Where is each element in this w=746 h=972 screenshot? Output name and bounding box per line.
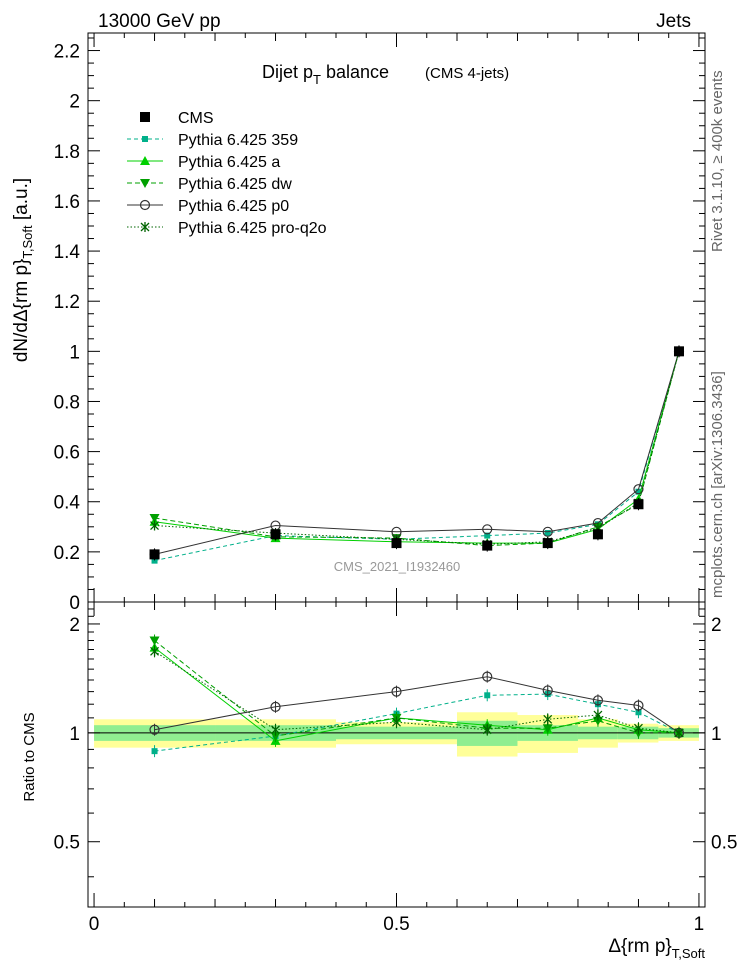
ratio-point-0 bbox=[635, 709, 642, 716]
x-tick-label: 0 bbox=[89, 914, 100, 935]
series-line-0 bbox=[154, 351, 680, 562]
ratio-y-tick-label-right: 0.5 bbox=[711, 833, 737, 854]
legend-marker-1 bbox=[140, 156, 150, 165]
series-line-2 bbox=[154, 351, 680, 547]
series-point-3 bbox=[482, 524, 493, 535]
y-tick-label: 0 bbox=[69, 593, 80, 614]
series-line-4 bbox=[154, 351, 680, 545]
legend-label-0: Pythia 6.425 359 bbox=[178, 132, 298, 149]
legend: CMS Pythia 6.425 359 Pythia 6.425 a Pythia … bbox=[127, 110, 327, 237]
main-panel: 0 0.2 0.4 0.6 0.8 1 1.2 1.4 1.6 1.8 2 2.2 bbox=[54, 32, 706, 614]
y-tick-label: 1.2 bbox=[54, 292, 80, 313]
legend-marker-4 bbox=[140, 222, 150, 232]
legend-marker-3 bbox=[139, 199, 151, 211]
series-line-1 bbox=[154, 351, 680, 544]
cms-point bbox=[391, 538, 402, 549]
x-tick-label: 1 bbox=[694, 914, 705, 935]
y-tick-label: 1.6 bbox=[54, 192, 80, 213]
y-tick-label: 0.8 bbox=[54, 392, 80, 413]
ratio-point-4 bbox=[392, 717, 401, 728]
ratio-point-3 bbox=[592, 695, 604, 706]
main-ylabel: dN/dΔ{rm p}T,Soft [a.u.] bbox=[11, 178, 35, 362]
ratio-line-0 bbox=[154, 693, 680, 752]
series-point-4 bbox=[150, 520, 159, 531]
ratio-y-tick-label-right: 2 bbox=[711, 615, 722, 636]
series-point-0 bbox=[544, 530, 551, 537]
ratio-y-tick-label-left: 0.5 bbox=[54, 833, 80, 854]
series-point-0 bbox=[484, 532, 491, 539]
ratio-point-2 bbox=[270, 732, 281, 742]
cms-point bbox=[633, 499, 644, 510]
legend-label-4: Pythia 6.425 pro-q2o bbox=[178, 220, 327, 237]
ratio-point-4 bbox=[271, 724, 280, 735]
y-tick-label: 2.2 bbox=[54, 42, 80, 63]
series-line-3 bbox=[154, 351, 680, 555]
cms-point bbox=[482, 540, 493, 551]
ratio-point-3 bbox=[633, 700, 644, 711]
ratio-frame bbox=[87, 601, 706, 908]
watermark: CMS_2021_I1932460 bbox=[334, 559, 461, 574]
chart-title-extra: (CMS 4-jets) bbox=[425, 65, 509, 82]
ratio-y-tick-label-left: 2 bbox=[69, 615, 80, 636]
ratio-point-3 bbox=[149, 724, 160, 735]
y-tick-label: 1 bbox=[69, 342, 80, 363]
y-tick-label: 0.4 bbox=[54, 493, 81, 514]
ratio-point-0 bbox=[151, 748, 158, 755]
y-tick-label: 0.6 bbox=[54, 443, 80, 464]
series-point-3 bbox=[542, 526, 553, 537]
legend-marker-cms bbox=[140, 112, 150, 122]
ratio-point-3 bbox=[542, 685, 553, 696]
cms-point bbox=[270, 529, 281, 540]
ratio-panel: 0.5 0.5 1 1 2 2 0 0.5 1 bbox=[54, 601, 737, 935]
ratio-point-3 bbox=[482, 671, 493, 682]
xlabel: Δ{rm p}T,Soft bbox=[608, 936, 705, 961]
legend-marker-0 bbox=[142, 136, 148, 142]
ratio-y-tick-label-right: 1 bbox=[711, 724, 722, 745]
cms-point bbox=[673, 346, 684, 357]
ratio-point-3 bbox=[391, 686, 402, 697]
series-point-0 bbox=[635, 488, 642, 495]
ratio-point-4 bbox=[150, 646, 159, 657]
legend-marker-2 bbox=[140, 179, 150, 188]
y-tick-label: 2 bbox=[69, 92, 80, 113]
legend-label-1: Pythia 6.425 a bbox=[178, 154, 280, 171]
header-right: Jets bbox=[656, 11, 691, 32]
chart-title: Dijet pT balance bbox=[262, 62, 389, 87]
header-left: 13000 GeV pp bbox=[98, 11, 221, 32]
cms-point bbox=[592, 529, 603, 540]
side-label-top: Rivet 3.1.10, ≥ 400k events bbox=[709, 70, 726, 252]
x-tick-label: 0.5 bbox=[383, 914, 409, 935]
series-point-0 bbox=[151, 557, 158, 564]
legend-label-2: Pythia 6.425 dw bbox=[178, 176, 292, 193]
cms-point bbox=[542, 538, 553, 549]
side-label-bottom: mcplots.cern.ch [arXiv:1306.3436] bbox=[709, 371, 726, 598]
ratio-point-0 bbox=[484, 692, 491, 699]
ratio-point-4 bbox=[674, 727, 684, 738]
ratio-point-4 bbox=[482, 724, 492, 735]
ratio-line-3 bbox=[154, 676, 680, 734]
y-tick-label: 1.8 bbox=[54, 142, 80, 163]
y-tick-label: 1.4 bbox=[54, 242, 81, 263]
y-tick-label: 0.2 bbox=[54, 543, 80, 564]
ratio-point-3 bbox=[270, 701, 281, 712]
ratio-point-2 bbox=[592, 716, 603, 726]
ratio-point-2 bbox=[542, 724, 553, 734]
cms-point bbox=[149, 549, 160, 560]
legend-label-cms: CMS bbox=[178, 110, 214, 127]
ratio-ylabel: Ratio to CMS bbox=[21, 712, 38, 801]
ratio-point-4 bbox=[593, 710, 603, 721]
ratio-point-4 bbox=[543, 714, 553, 725]
ratio-point-2 bbox=[149, 636, 160, 646]
ratio-line-2 bbox=[154, 640, 679, 737]
legend-label-3: Pythia 6.425 p0 bbox=[178, 198, 289, 215]
series-point-3 bbox=[633, 484, 644, 495]
series-point-2 bbox=[149, 514, 160, 524]
ratio-point-4 bbox=[634, 723, 643, 734]
ratio-line-1 bbox=[154, 647, 680, 742]
ratio-y-tick-label-left: 1 bbox=[69, 724, 80, 745]
